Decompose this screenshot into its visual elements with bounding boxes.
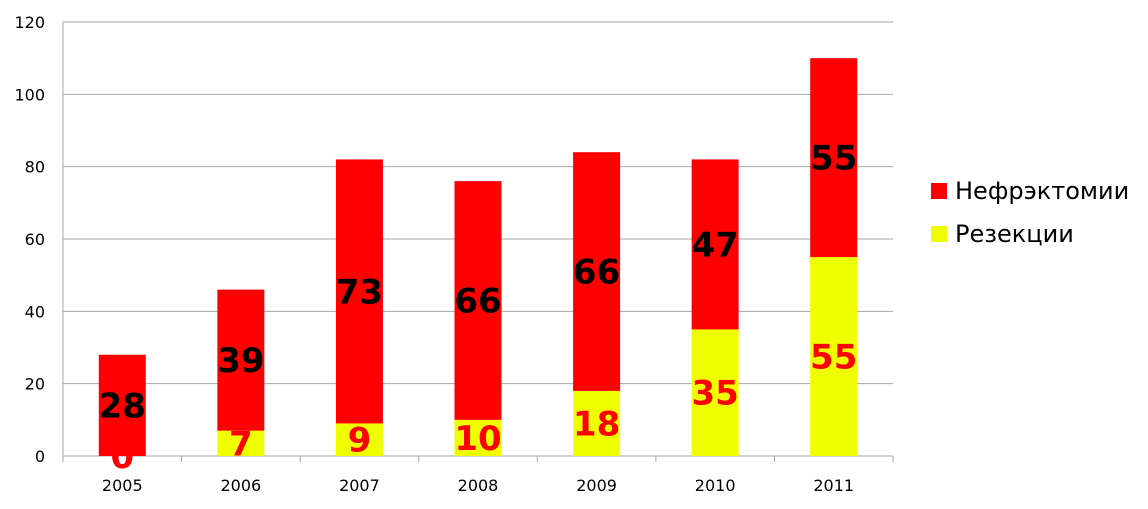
data-label-nephrectomy: 66	[573, 253, 620, 293]
x-tick-label: 2010	[695, 476, 736, 495]
y-tick-label: 40	[25, 302, 45, 321]
data-label-nephrectomy: 73	[336, 272, 383, 312]
bar-resection	[454, 419, 502, 456]
y-tick-label: 60	[25, 230, 45, 249]
bar-nephrectomy	[691, 159, 739, 330]
bar-nephrectomy	[335, 159, 383, 424]
data-label-resection: 7	[229, 424, 253, 464]
data-label-resection: 18	[573, 404, 620, 444]
x-tick-label: 2011	[813, 476, 854, 495]
data-label-resection: 0	[110, 437, 134, 477]
data-label-nephrectomy: 66	[454, 281, 501, 321]
bar-nephrectomy	[573, 152, 621, 391]
data-label-resection: 9	[348, 421, 372, 461]
bar-resection	[217, 430, 265, 456]
legend-swatch	[931, 183, 947, 199]
x-tick-label: 2009	[576, 476, 617, 495]
data-label-resection: 35	[691, 374, 738, 414]
y-tick-label: 100	[14, 85, 45, 104]
data-label-resection: 10	[454, 419, 501, 459]
bar-nephrectomy	[454, 181, 502, 420]
bar-resection	[335, 423, 383, 456]
x-tick-label: 2006	[220, 476, 261, 495]
x-tick-label: 2008	[458, 476, 499, 495]
data-label-nephrectomy: 39	[217, 341, 264, 381]
y-tick-label: 0	[35, 447, 45, 466]
data-label-resection: 55	[810, 338, 857, 378]
y-tick-label: 120	[14, 13, 45, 32]
bar-resection	[810, 257, 858, 456]
bar-nephrectomy	[217, 289, 265, 431]
data-label-nephrectomy: 47	[691, 225, 738, 265]
data-labels: 0 28 7 39 9 73 10 66 18 66 35 47 55 55	[99, 139, 858, 477]
legend: Нефрэктомии Резекции	[931, 177, 1129, 248]
bar-nephrectomy	[98, 354, 146, 456]
bar-resection	[573, 390, 621, 456]
bar-resection	[691, 329, 739, 456]
legend-swatch	[931, 226, 947, 242]
y-tick-label: 80	[25, 158, 45, 177]
data-label-nephrectomy: 55	[810, 139, 857, 179]
x-tick-label: 2005	[102, 476, 143, 495]
legend-label: Резекции	[955, 220, 1074, 248]
legend-label: Нефрэктомии	[955, 177, 1129, 205]
y-tick-label: 20	[25, 375, 45, 394]
x-tick-label: 2007	[339, 476, 380, 495]
data-label-nephrectomy: 28	[99, 386, 146, 426]
bars	[98, 58, 858, 456]
bar-nephrectomy	[810, 58, 858, 258]
